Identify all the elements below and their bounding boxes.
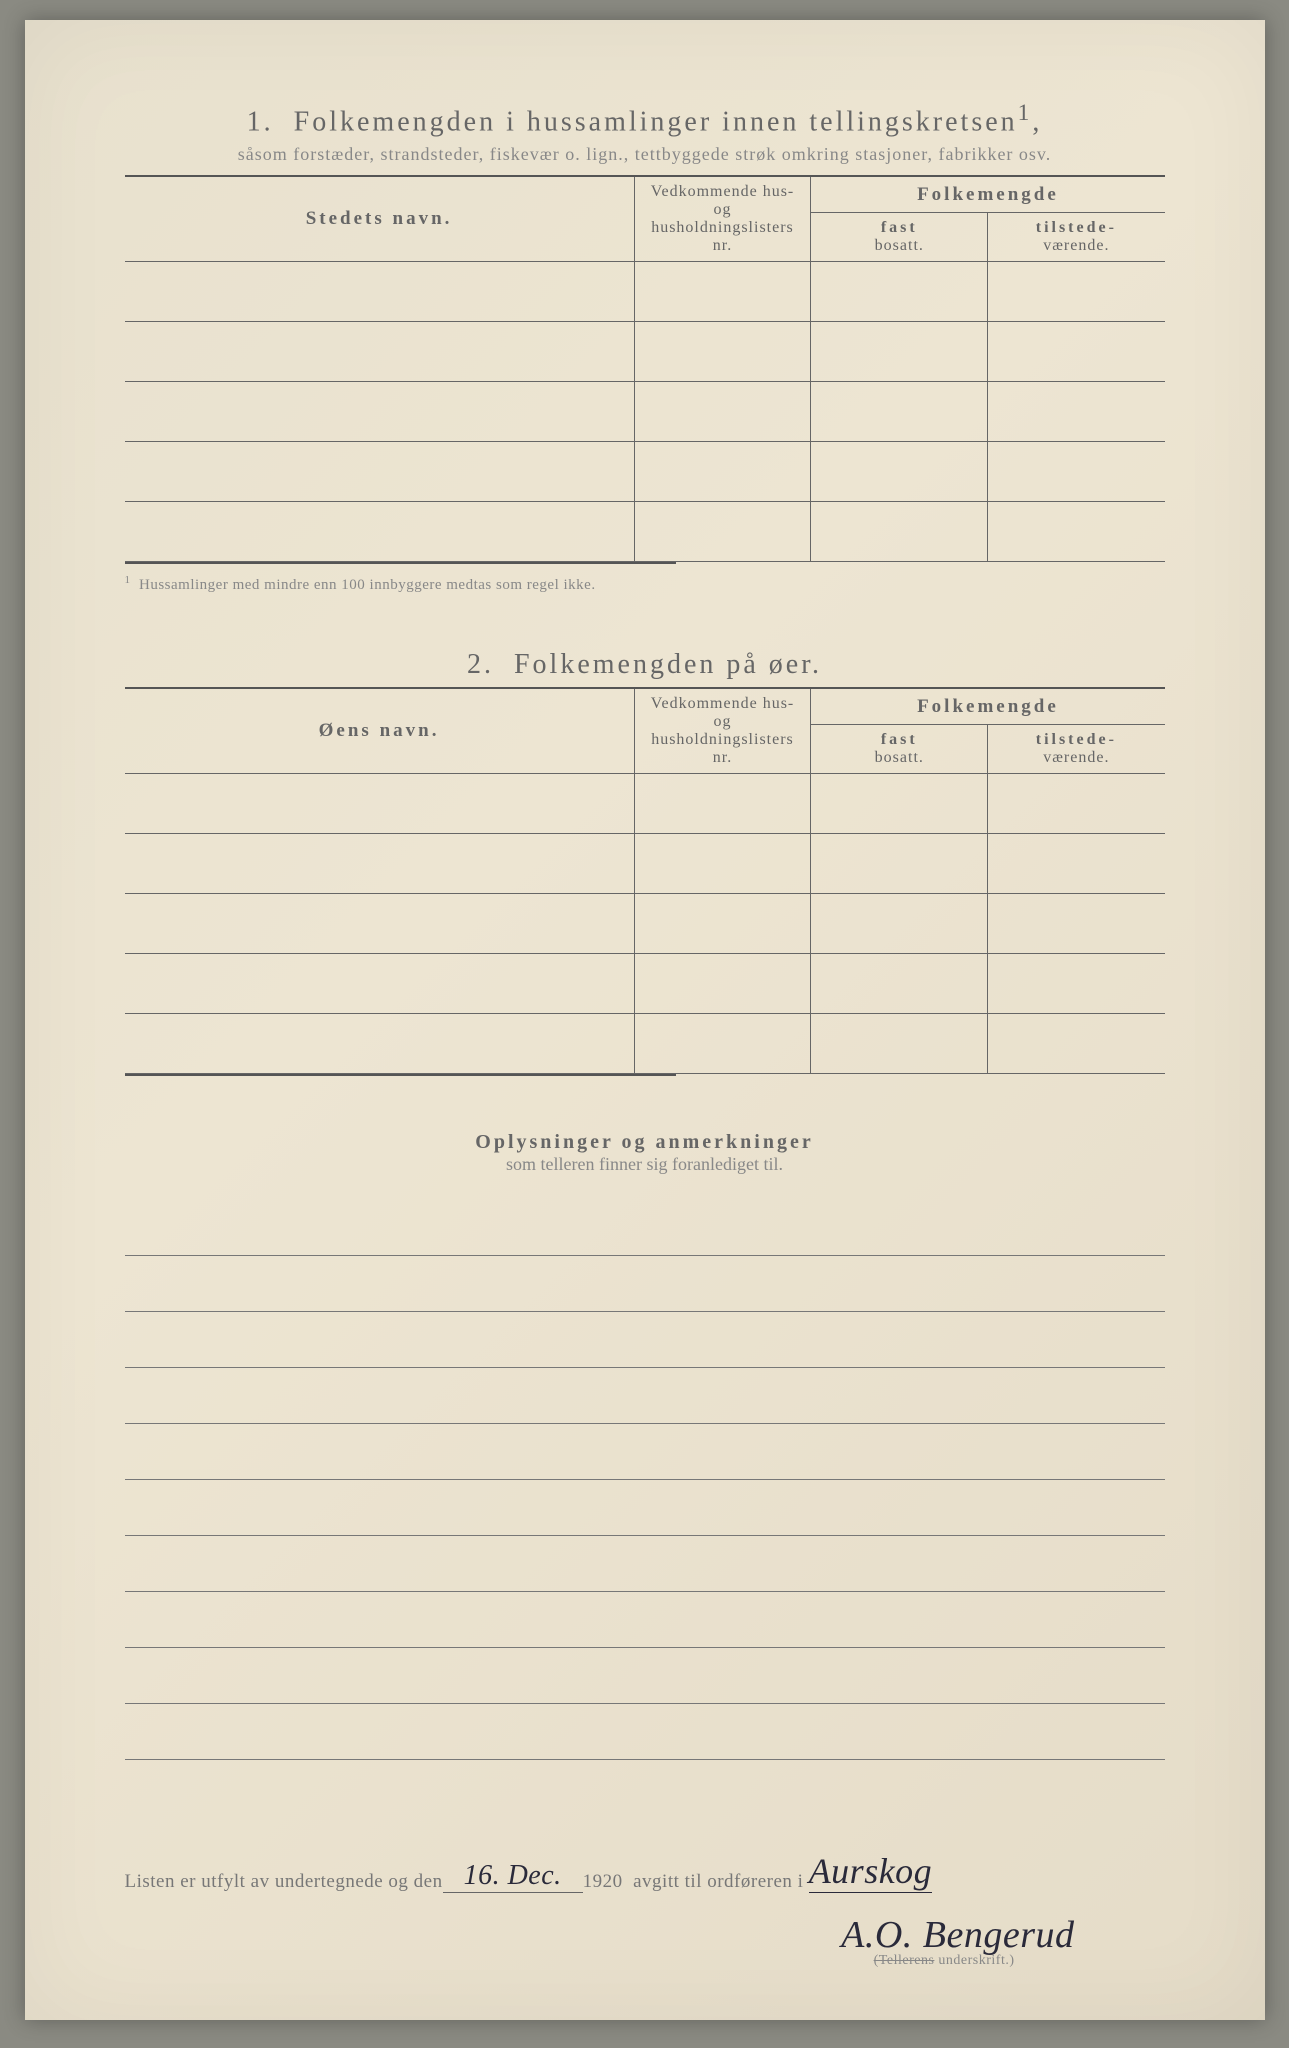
section2: 2. Folkemengden på øer. Øens navn. Vedko… (125, 649, 1165, 1076)
table-row (125, 894, 1165, 954)
col-folkemengde: Folkemengde (811, 177, 1165, 212)
col-stedets-navn: Stedets navn. (125, 177, 635, 262)
sig-date-handwritten: 16. Dec. (443, 1860, 583, 1893)
section1-number: 1. (247, 106, 274, 137)
col-tilstede: tilstede- værende. (988, 212, 1165, 262)
ruled-line (125, 1424, 1165, 1480)
section1-subtitle: såsom forstæder, strandsteder, fiskevær … (125, 144, 1165, 165)
table-row (125, 322, 1165, 382)
section1-table: Stedets navn. Vedkommende hus- og hushol… (125, 177, 1165, 562)
ruled-line (125, 1592, 1165, 1648)
table-row (125, 502, 1165, 562)
sig-label: (Tellerens underskrift.) (125, 1953, 1165, 1969)
section1-footnote: 1 Hussamlinger med mindre enn 100 innbyg… (125, 574, 1165, 594)
section1: 1. Folkemengden i hussamlinger innen tel… (125, 100, 1165, 594)
table-row (125, 1014, 1165, 1074)
col-fast: fast bosatt. (811, 212, 988, 262)
rule (125, 562, 676, 564)
sig-year: 1920 (583, 1871, 623, 1893)
section2-title: 2. Folkemengden på øer. (125, 649, 1165, 681)
document-page: 1. Folkemengden i hussamlinger innen tel… (25, 20, 1265, 2020)
col-vedkommende: Vedkommende hus- og husholdningslisters … (634, 177, 811, 262)
table-row (125, 954, 1165, 1014)
ruled-line (125, 1480, 1165, 1536)
ruled-line (125, 1536, 1165, 1592)
section1-sup: 1 (1018, 100, 1033, 126)
table-row (125, 382, 1165, 442)
ruled-line (125, 1704, 1165, 1760)
signature-line: Listen er utfylt av undertegnede og den … (125, 1850, 1165, 1893)
col-vedkommende: Vedkommende hus- og husholdningslisters … (634, 689, 811, 774)
col-fast: fast bosatt. (811, 724, 988, 774)
col-tilstede: tilstede- værende. (988, 724, 1165, 774)
col-folkemengde: Folkemengde (811, 689, 1165, 724)
sig-name-handwritten: A.O. Bengerud (125, 1913, 1165, 1957)
section2-table: Øens navn. Vedkommende hus- og husholdni… (125, 689, 1165, 1074)
remarks-title: Oplysninger og anmerkninger (125, 1131, 1165, 1154)
rule (125, 1074, 676, 1076)
section1-title-text: Folkemengden i hussamlinger innen tellin… (294, 106, 1018, 137)
remarks-section: Oplysninger og anmerkninger som telleren… (125, 1131, 1165, 1760)
remarks-subtitle: som telleren finner sig foranlediget til… (125, 1154, 1165, 1175)
section1-title: 1. Folkemengden i hussamlinger innen tel… (125, 100, 1165, 138)
ruled-line (125, 1368, 1165, 1424)
ruled-line (125, 1256, 1165, 1312)
ruled-line (125, 1312, 1165, 1368)
table-row (125, 834, 1165, 894)
sig-mid: avgitt til ordføreren i (633, 1871, 803, 1893)
sig-prefix: Listen er utfylt av undertegnede og den (125, 1871, 443, 1893)
col-oens-navn: Øens navn. (125, 689, 635, 774)
table-row (125, 774, 1165, 834)
table-row (125, 262, 1165, 322)
sig-place-handwritten: Aurskog (809, 1850, 933, 1893)
table-row (125, 442, 1165, 502)
signature-block: Listen er utfylt av undertegnede og den … (125, 1850, 1165, 1969)
ruled-line (125, 1648, 1165, 1704)
ruled-line (125, 1200, 1165, 1256)
